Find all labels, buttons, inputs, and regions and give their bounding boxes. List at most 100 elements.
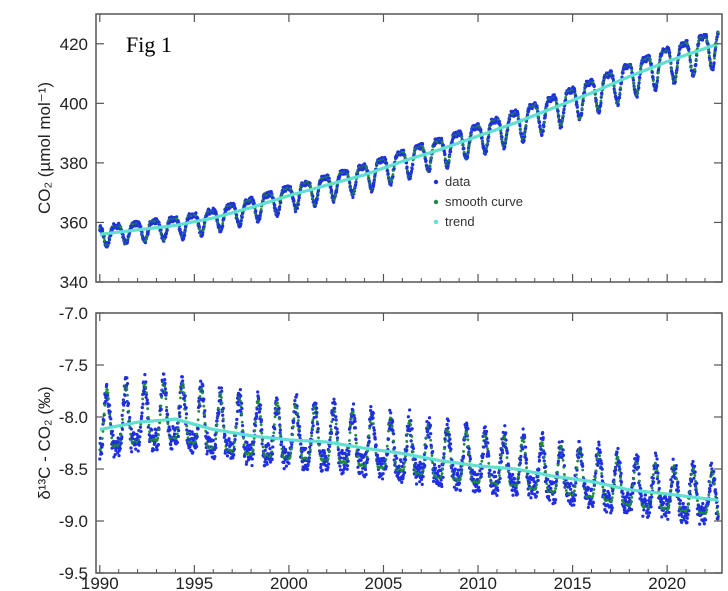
co2-data-point	[297, 196, 301, 200]
d13c-data-point	[144, 380, 148, 384]
d13c-smooth-point	[371, 422, 375, 425]
d13c-data-point	[380, 477, 385, 481]
d13c-smooth-point	[351, 410, 355, 414]
co2-smooth-point	[674, 74, 678, 78]
co2-data-point	[215, 218, 219, 222]
d13c-data-point	[245, 440, 249, 445]
d13c-data-point	[156, 443, 161, 447]
d13c-data-point	[221, 406, 225, 410]
d13c-data-point	[211, 451, 215, 455]
d13c-smooth-point	[406, 432, 409, 436]
d13c-data-point	[215, 419, 219, 423]
d13c-data-point	[130, 437, 135, 441]
d13c-smooth-point	[308, 453, 312, 456]
d13c-data-point	[316, 427, 320, 431]
d13c-data-point	[306, 462, 310, 467]
d13c-data-point	[373, 437, 377, 441]
d13c-data-point	[154, 428, 158, 432]
d13c-smooth-point	[447, 430, 450, 434]
co2-data-point	[449, 149, 453, 154]
co2-data-point	[479, 128, 483, 132]
d13c-data-point	[406, 415, 410, 419]
d13c-data-point	[225, 442, 229, 446]
d13c-data-point	[335, 427, 339, 431]
d13c-data-point	[498, 476, 502, 481]
d13c-data-point	[123, 393, 127, 397]
co2-smooth-point	[689, 60, 692, 64]
d13c-smooth-point	[327, 449, 331, 453]
co2-data-point	[308, 181, 312, 185]
co2-data-point	[293, 210, 298, 214]
d13c-data-point	[126, 401, 131, 406]
co2-data-point	[276, 211, 281, 215]
d13c-data-point	[278, 428, 282, 432]
co2-data-point	[428, 167, 432, 171]
d13c-data-point	[392, 446, 397, 450]
co2-data-point	[600, 91, 604, 96]
d13c-smooth-point	[184, 416, 188, 420]
d13c-data-point	[267, 443, 271, 447]
d13c-data-point	[194, 445, 199, 449]
d13c-data-point	[314, 401, 318, 406]
d13c-data-point	[345, 467, 349, 471]
d13c-smooth-point	[105, 388, 109, 392]
co2-smooth-point	[630, 68, 634, 72]
d13c-smooth-point	[241, 429, 245, 432]
d13c-data-point	[429, 432, 433, 436]
d13c-data-point	[214, 446, 218, 450]
co2-smooth-point	[346, 173, 350, 177]
d13c-smooth-point	[278, 425, 282, 429]
d13c-data-point	[333, 402, 337, 406]
d13c-data-point	[184, 412, 189, 416]
co2-data-point	[354, 180, 358, 184]
d13c-smooth-point	[326, 457, 330, 461]
d13c-data-point	[140, 411, 144, 415]
d13c-data-point	[227, 437, 231, 441]
co2-smooth-point	[406, 169, 409, 172]
co2-smooth-point	[561, 114, 565, 118]
d13c-smooth-point	[279, 433, 283, 437]
co2-smooth-point	[518, 127, 522, 130]
d13c-smooth-point	[384, 458, 388, 461]
co2-data-point	[311, 194, 315, 198]
co2-smooth-point	[516, 115, 520, 119]
d13c-data-point	[405, 444, 409, 449]
d13c-data-point	[277, 406, 281, 411]
d13c-data-point	[132, 431, 136, 436]
d13c-data-point	[195, 434, 199, 439]
d13c-smooth-point	[219, 392, 223, 396]
d13c-data-point	[250, 457, 254, 461]
d13c-data-point	[445, 422, 449, 427]
d13c-data-point	[275, 397, 279, 402]
co2-points-group	[98, 30, 720, 249]
d13c-data-point	[504, 431, 508, 435]
d13c-data-point	[129, 446, 133, 450]
d13c-smooth-point	[423, 451, 427, 455]
co2-data-point	[685, 39, 689, 43]
d13c-data-point	[449, 447, 453, 451]
d13c-smooth-point	[158, 413, 162, 417]
d13c-data-point	[319, 465, 323, 470]
d13c-data-point	[305, 467, 310, 471]
d13c-data-point	[369, 404, 373, 409]
d13c-data-point	[334, 415, 338, 419]
d13c-data-point	[505, 451, 509, 455]
d13c-data-point	[336, 448, 340, 452]
d13c-data-point	[109, 417, 113, 421]
co2-smooth-point	[651, 79, 655, 83]
d13c-smooth-point	[242, 443, 246, 447]
d13c-data-point	[125, 381, 130, 386]
co2-data-point	[386, 172, 390, 176]
figure-label: Fig 1	[126, 32, 172, 57]
d13c-data-point	[270, 452, 275, 456]
d13c-data-point	[340, 448, 344, 453]
co2-data-point	[274, 208, 278, 212]
d13c-smooth-point	[300, 453, 303, 457]
d13c-data-point	[307, 456, 311, 460]
d13c-smooth-point	[164, 397, 168, 401]
d13c-smooth-point	[156, 436, 160, 440]
d13c-data-point	[111, 433, 115, 437]
co2-data-point	[164, 235, 168, 239]
d13c-data-point	[366, 457, 370, 461]
co2-data-point	[346, 170, 350, 174]
